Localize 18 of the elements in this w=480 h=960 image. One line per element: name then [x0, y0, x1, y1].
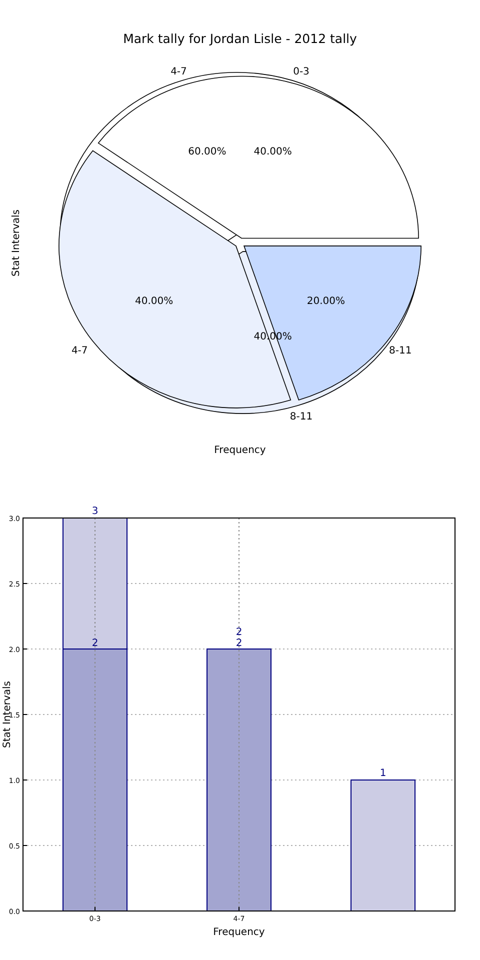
- data-label: 2: [92, 638, 98, 649]
- data-label: 20.00%: [306, 296, 345, 308]
- text: Stat Intervals: [11, 209, 22, 277]
- slice-label: 8-11: [389, 346, 412, 357]
- data-label: 40.00%: [135, 296, 174, 308]
- data-label: 40.00%: [254, 146, 292, 158]
- slice-label: 4-7: [170, 66, 187, 78]
- chart-title: Mark tally for Jordan Lisle - 2012 tally: [123, 31, 358, 46]
- data-label: 60.00%: [188, 146, 226, 158]
- text: Frequency: [214, 445, 266, 456]
- slice-label: 0-3: [293, 66, 310, 78]
- x-axis-title: Frequency: [213, 927, 265, 938]
- total-label: 3: [92, 506, 98, 517]
- total-label: 1: [380, 768, 386, 779]
- slice-label: 4-7: [71, 346, 88, 357]
- slice-label: 8-11: [290, 412, 313, 423]
- total-label: 2: [236, 638, 242, 649]
- data-label: 2: [236, 627, 242, 638]
